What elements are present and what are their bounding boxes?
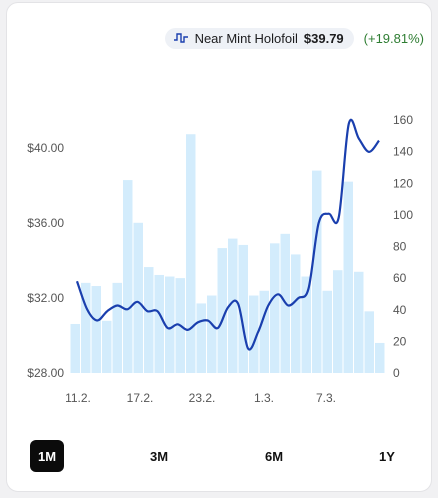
volume-bar: [186, 134, 196, 373]
chart-legend: Near Mint Holofoil $39.79 (+19.81%): [164, 26, 424, 50]
volume-bar: [238, 244, 248, 373]
volume-bar: [196, 303, 206, 373]
y-right-tick-label: 80: [393, 240, 407, 254]
y-right-tick-label: 120: [393, 176, 413, 190]
range-button-1m[interactable]: 1M: [30, 440, 64, 472]
volume-bar: [154, 274, 164, 373]
volume-bar: [259, 290, 269, 373]
x-tick-label: 1.3.: [254, 391, 274, 405]
volume-bar: [228, 238, 238, 373]
volume-bar: [270, 243, 280, 373]
line-chart-icon: [173, 33, 188, 43]
y-right-tick-label: 160: [393, 113, 413, 127]
legend-pill: Near Mint Holofoil $39.79: [164, 27, 354, 49]
volume-bar: [312, 170, 322, 373]
volume-bar: [81, 282, 91, 373]
y-left-tick-label: $36.00: [27, 216, 64, 230]
y-right-tick-label: 140: [393, 145, 413, 159]
y-right-tick-label: 40: [393, 303, 407, 317]
volume-bar: [375, 342, 385, 373]
volume-bar: [112, 282, 122, 373]
range-selector: 1M 3M 6M 1Y: [30, 440, 400, 472]
x-tick-label: 11.2.: [65, 391, 91, 405]
range-button-3m[interactable]: 3M: [149, 448, 169, 464]
price-line: [75, 118, 380, 351]
price-chart: $28.00 $32.00 $36.00 $40.00 0 20 40 60 80 100 120 1…: [27, 113, 413, 405]
y-right-tick-label: 100: [393, 208, 413, 222]
volume-bar: [333, 270, 343, 373]
volume-bar: [123, 180, 133, 373]
volume-bar: [102, 320, 112, 373]
range-button-6m[interactable]: 6M: [264, 448, 284, 464]
y-right-tick-label: 20: [393, 334, 407, 348]
legend-series-name: Near Mint Holofoil: [194, 30, 298, 46]
y-left-tick-label: $32.00: [27, 291, 64, 305]
y-right-tick-label: 0: [393, 366, 400, 380]
volume-bar: [322, 290, 332, 373]
volume-bar: [165, 276, 175, 373]
volume-bar: [354, 271, 364, 373]
y-left-tick-label: $28.00: [27, 366, 64, 380]
volume-bar: [91, 286, 101, 373]
legend-price: $39.79: [303, 30, 344, 46]
price-history-card: [6, 2, 432, 492]
volume-bar: [249, 295, 259, 373]
volume-bar: [70, 323, 80, 373]
volume-bar: [364, 311, 374, 373]
volume-bar: [217, 248, 227, 373]
y-right-tick-label: 60: [393, 271, 407, 285]
volume-bar: [144, 267, 154, 373]
volume-bar: [291, 254, 301, 373]
range-button-1y[interactable]: 1Y: [379, 448, 395, 464]
volume-bar: [301, 276, 311, 373]
x-tick-label: 23.2.: [189, 391, 216, 405]
x-tick-label: 17.2.: [127, 391, 154, 405]
legend-change: (+19.81%): [363, 30, 424, 46]
volume-bar: [343, 181, 353, 373]
volume-bar: [207, 295, 217, 373]
y-left-tick-label: $40.00: [27, 141, 64, 155]
volume-bar: [133, 222, 143, 373]
x-tick-label: 7.3.: [316, 391, 336, 405]
